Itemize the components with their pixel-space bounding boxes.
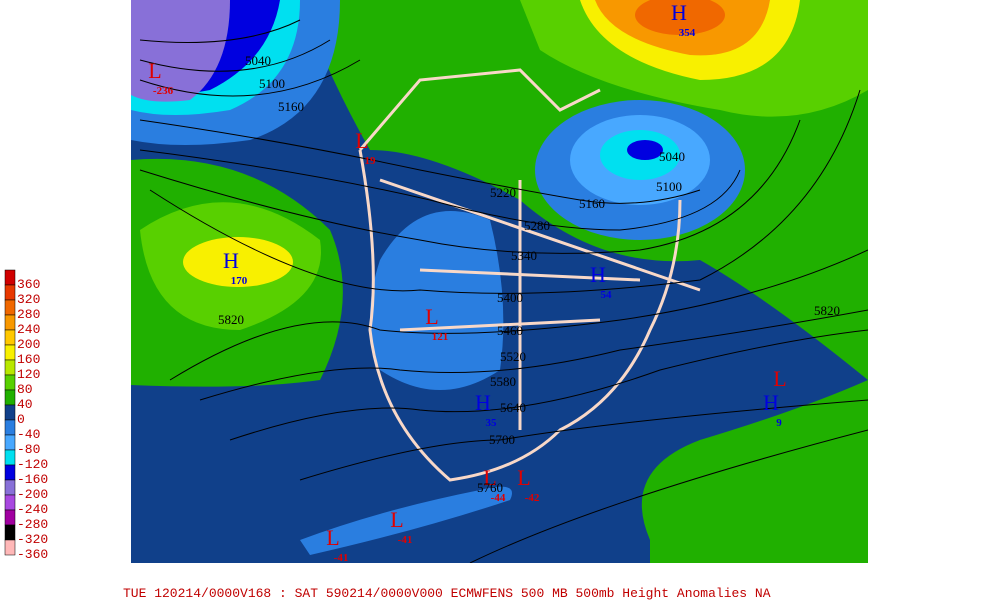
center-value: 170: [231, 275, 248, 287]
legend-label: 320: [17, 292, 40, 307]
contour-label: 5820: [814, 303, 840, 318]
legend-label: -240: [17, 502, 48, 517]
center-value: -44: [491, 492, 506, 504]
contour-label: 5460: [497, 323, 523, 338]
legend-swatch: [4, 269, 16, 286]
contour-label: 5580: [490, 374, 516, 389]
legend-label: 0: [17, 412, 25, 427]
contour-label: 5760: [477, 480, 503, 495]
contour-label: 5340: [511, 248, 537, 263]
legend-swatch: [4, 434, 16, 451]
center-letter: H: [763, 390, 779, 415]
map: [131, 0, 868, 563]
center-letter: L: [355, 128, 368, 153]
legend-label: 240: [17, 322, 40, 337]
center-letter: L: [148, 58, 161, 83]
legend-label: -160: [17, 472, 48, 487]
center-letter: L: [773, 366, 786, 391]
center-letter: H: [590, 262, 606, 287]
center-letter: L: [326, 525, 339, 550]
legend-swatch: [4, 524, 16, 541]
legend-swatch: [4, 284, 16, 301]
legend-label: 40: [17, 397, 33, 412]
legend-swatch: [4, 449, 16, 466]
contour-label: 5400: [497, 290, 523, 305]
legend-swatch: [4, 344, 16, 361]
center-value: -42: [525, 492, 540, 504]
legend-label: -120: [17, 457, 48, 472]
center-value: -41: [398, 534, 413, 546]
legend-label: 120: [17, 367, 40, 382]
center-value: 9: [776, 417, 782, 429]
legend-label: -80: [17, 442, 40, 457]
legend-label: 200: [17, 337, 40, 352]
center-value: 354: [679, 27, 696, 39]
legend-label: 80: [17, 382, 33, 397]
center-letter: L: [390, 507, 403, 532]
legend-swatch: [4, 374, 16, 391]
contour-label: 5040: [659, 149, 685, 164]
center-letter: H: [223, 248, 239, 273]
contour-label: 5820: [218, 312, 244, 327]
footer: TUE 120214/0000V168 : SAT 590214/0000V00…: [123, 586, 771, 600]
contour-label: 5640: [500, 400, 526, 415]
center-letter: L: [483, 465, 496, 490]
map-labels: L -236 L 19 H 170 L 121 H 354 H 54 H 35 L -44 L -42 L -41 L -…: [148, 0, 840, 564]
legend-swatch: [4, 509, 16, 526]
legend-label: -280: [17, 517, 48, 532]
legend-label: -200: [17, 487, 48, 502]
coastlines: [358, 68, 701, 482]
legend-label: 280: [17, 307, 40, 322]
center-value: 54: [601, 289, 613, 301]
legend-label: 160: [17, 352, 40, 367]
center-value: 19: [365, 155, 377, 167]
legend-swatch: [4, 539, 16, 556]
center-value: -236: [153, 85, 174, 97]
contour-label: 5100: [259, 76, 285, 91]
legend-swatch: [4, 494, 16, 511]
contour-label: 5100: [656, 179, 682, 194]
contour-label: 5220: [490, 185, 516, 200]
legend-label: -360: [17, 547, 48, 562]
center-value: 121: [432, 331, 449, 343]
legend-swatch: [4, 359, 16, 376]
contour-label: 5160: [278, 99, 304, 114]
legend-label: -320: [17, 532, 48, 547]
legend-swatch: [4, 419, 16, 436]
contour-label: 5040: [245, 53, 271, 68]
legend-swatch: [4, 389, 16, 406]
contours: [139, 19, 868, 563]
center-letter: L: [517, 465, 530, 490]
center-letter: H: [475, 390, 491, 415]
center-value: -41: [334, 552, 349, 564]
center-letter: L: [425, 304, 438, 329]
legend-label: -40: [17, 427, 40, 442]
contour-label: 5520: [500, 349, 526, 364]
legend-swatch: [4, 479, 16, 496]
legend-label: 360: [17, 277, 40, 292]
legend: 36032028024020016012080400-40-80-120-160…: [4, 269, 48, 562]
center-letter: H: [671, 0, 687, 25]
contour-label: 5700: [489, 432, 515, 447]
legend-swatch: [4, 314, 16, 331]
legend-swatch: [4, 329, 16, 346]
contour-label: 5280: [524, 218, 550, 233]
legend-swatch: [4, 299, 16, 316]
legend-swatch: [4, 404, 16, 421]
contour-label: 5160: [579, 196, 605, 211]
legend-swatch: [4, 464, 16, 481]
center-value: 35: [486, 417, 498, 429]
